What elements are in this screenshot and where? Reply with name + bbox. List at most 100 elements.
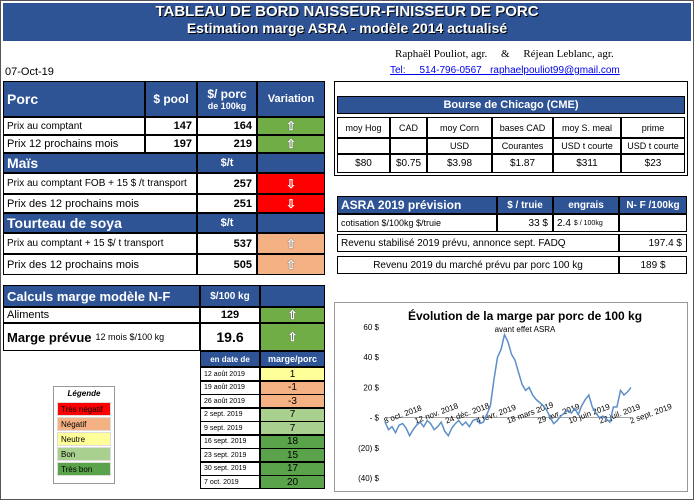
calculs-unit: $/100 kg — [200, 285, 260, 307]
header-banner: TABLEAU DE BORD NAISSEUR-FINISSEUR DE PO… — [3, 3, 691, 41]
arrow-up-icon: ⇧ — [287, 330, 298, 344]
chart-title: Évolution de la marge par porc de 100 kg — [408, 308, 642, 323]
cme-col-header: bases CAD — [492, 117, 553, 138]
mais-row-label: Prix des 12 prochains mois — [3, 194, 197, 213]
cme-col-value: $23 — [621, 154, 685, 173]
history-marge: 7 — [260, 421, 325, 435]
history-date: 2 sept. 2019 — [200, 407, 260, 422]
mais-row-variation: ⇩ — [257, 173, 325, 194]
margin-chart-svg: Évolution de la marge par porc de 100 kg… — [358, 308, 673, 483]
asra-title: ASRA 2019 prévision — [337, 196, 497, 214]
mais-header-filler — [257, 153, 325, 173]
porc-title: Porc — [3, 81, 145, 117]
porc-col-pool: $ pool — [145, 81, 197, 117]
mais-row-label: Prix au comptant FOB + 15 $ /t transport — [3, 173, 197, 194]
asra-col1: $ / truie — [497, 196, 553, 214]
cme-col-header: moy S. meal — [553, 117, 621, 138]
asra-rev2-label: Revenu 2019 du marché prévu par porc 100… — [337, 256, 619, 274]
chart-y-tick: (40) $ — [358, 474, 379, 483]
mais-title: Maïs — [3, 153, 197, 173]
porc-row-variation: ⇧ — [257, 135, 325, 153]
porc-col-porc: $/ porc de 100kg — [197, 81, 257, 117]
cme-col-value: $80 — [337, 154, 390, 173]
cme-col-header: CAD — [390, 117, 427, 138]
mais-row-value: 257 — [197, 173, 257, 194]
asra-col3: N- F /100kg — [619, 196, 687, 214]
soya-header-filler — [257, 213, 325, 233]
margin-chart: Évolution de la marge par porc de 100 kg… — [334, 302, 688, 492]
chart-y-tick: (20) $ — [358, 444, 379, 453]
history-date: 26 août 2019 — [200, 394, 260, 408]
cme-col-unit — [390, 138, 427, 154]
legend-item: Négatif — [57, 417, 111, 431]
history-date: 7 oct. 2019 — [200, 475, 260, 489]
asra-cot-val2: 2.4 — [557, 217, 571, 229]
calculs-header-filler — [260, 285, 325, 307]
chart-subtitle: avant effet ASRA — [495, 325, 556, 334]
soya-title: Tourteau de soya — [3, 213, 197, 233]
cme-col-unit: USD t courte — [553, 138, 621, 154]
asra-cot-unit2: $ / 100kg — [573, 219, 603, 227]
asra-col2: engrais — [553, 196, 619, 214]
chart-y-tick: 40 $ — [363, 353, 379, 362]
arrow-up-icon: ⇧ — [285, 257, 297, 272]
asra-cot-val1: 33 $ — [497, 214, 553, 232]
page-subtitle: Estimation marge ASRA - modèle 2014 actu… — [186, 20, 508, 36]
cme-col-unit: USD t courte — [621, 138, 685, 154]
history-col-date: en date de — [200, 351, 260, 367]
asra-rev1-label: Revenu stabilisé 2019 prévu, annonce sep… — [337, 234, 619, 252]
aliments-value: 129 — [200, 307, 260, 323]
marge-row: Marge prévue 12 mois $/100 kg — [3, 323, 200, 351]
history-date: 9 sept. 2019 — [200, 421, 260, 435]
porc-row-variation: ⇧ — [257, 117, 325, 135]
report-date: 07-Oct-19 — [5, 66, 54, 78]
cme-col-unit: Courantes — [492, 138, 553, 154]
history-date: 19 août 2019 — [200, 380, 260, 395]
legend-items: Très négatif Négatif Neutre Bon Très bon — [54, 402, 114, 476]
chart-y-tick: 60 $ — [363, 323, 379, 332]
arrow-up-icon: ⇧ — [287, 308, 298, 322]
porc-row-pool: 197 — [145, 135, 197, 153]
soya-row-label: Prix des 12 prochains mois — [3, 254, 197, 275]
porc-row-label: Prix au comptant — [3, 117, 145, 135]
cme-col-unit: USD — [427, 138, 492, 154]
marge-value: 19.6 — [200, 323, 260, 351]
arrow-up-icon: ⇧ — [285, 119, 297, 133]
porc-row-label: Prix 12 prochains mois — [3, 135, 145, 153]
cme-col-value: $1.87 — [492, 154, 553, 173]
marge-variation: ⇧ — [260, 323, 325, 351]
marge-label: Marge prévue — [7, 329, 92, 345]
porc-row-pool: 147 — [145, 117, 197, 135]
soya-unit: $/t — [197, 213, 257, 233]
arrow-down-icon: ⇩ — [285, 176, 297, 191]
marge-sub: 12 mois $/100 kg — [95, 332, 165, 342]
cme-col-value: $3.98 — [427, 154, 492, 173]
soya-row-label: Prix au comptant + 15 $/ t transport — [3, 233, 197, 254]
porc-col-variation: Variation — [257, 81, 325, 117]
page-title: TABLEAU DE BORD NAISSEUR-FINISSEUR DE PO… — [155, 3, 539, 20]
cme-col-value: $0.75 — [390, 154, 427, 173]
contact-link[interactable]: Tel: 514-796-0567 raphaelpouliot99@gmail… — [390, 65, 620, 76]
cme-col-header: moy Hog — [337, 117, 390, 138]
arrow-up-icon: ⇧ — [285, 236, 297, 251]
mais-row-variation: ⇩ — [257, 194, 325, 213]
soya-row-value: 505 — [197, 254, 257, 275]
history-marge: 17 — [260, 461, 325, 476]
asra-cot-label: cotisation $/100kg $/truie — [337, 214, 497, 232]
cme-title: Bourse de Chicago (CME) — [337, 96, 685, 114]
soya-row-variation: ⇧ — [257, 254, 325, 275]
soya-row-value: 537 — [197, 233, 257, 254]
legend-item: Très négatif — [57, 402, 111, 416]
history-marge: 1 — [260, 367, 325, 381]
cme-panel — [334, 81, 688, 176]
asra-cot-blank — [619, 214, 687, 232]
mais-row-value: 251 — [197, 194, 257, 213]
history-marge: 15 — [260, 448, 325, 462]
asra-rev2-value: 189 $ — [619, 256, 687, 274]
cme-col-header: prime — [621, 117, 685, 138]
legend-title: Légende — [67, 389, 101, 398]
chart-series-line — [384, 332, 632, 438]
history-date: 30 sept. 2019 — [200, 461, 260, 476]
cme-col-header: moy Corn — [427, 117, 492, 138]
arrow-down-icon: ⇩ — [285, 196, 297, 211]
